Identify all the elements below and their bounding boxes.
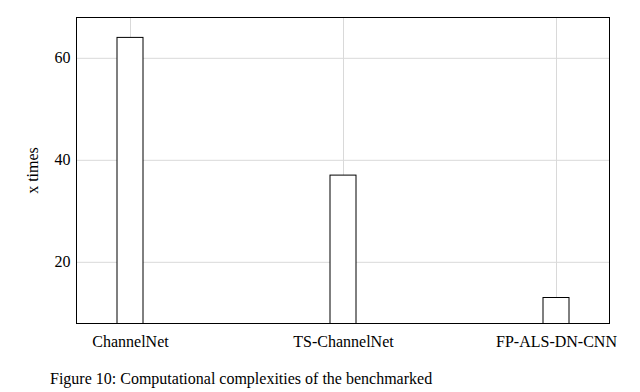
svg-text:x times: x times (24, 147, 41, 194)
svg-text:ChannelNet: ChannelNet (92, 333, 169, 350)
svg-text:20: 20 (55, 253, 71, 270)
svg-text:TS-ChannelNet: TS-ChannelNet (293, 333, 394, 350)
svg-text:40: 40 (55, 151, 71, 168)
html-text:Figure 10: Computational compl: Figure 10: Computational complexities of… (50, 370, 433, 387)
svg-text:60: 60 (55, 49, 71, 66)
svg-text:FP-ALS-DN-CNN: FP-ALS-DN-CNN (496, 333, 617, 350)
